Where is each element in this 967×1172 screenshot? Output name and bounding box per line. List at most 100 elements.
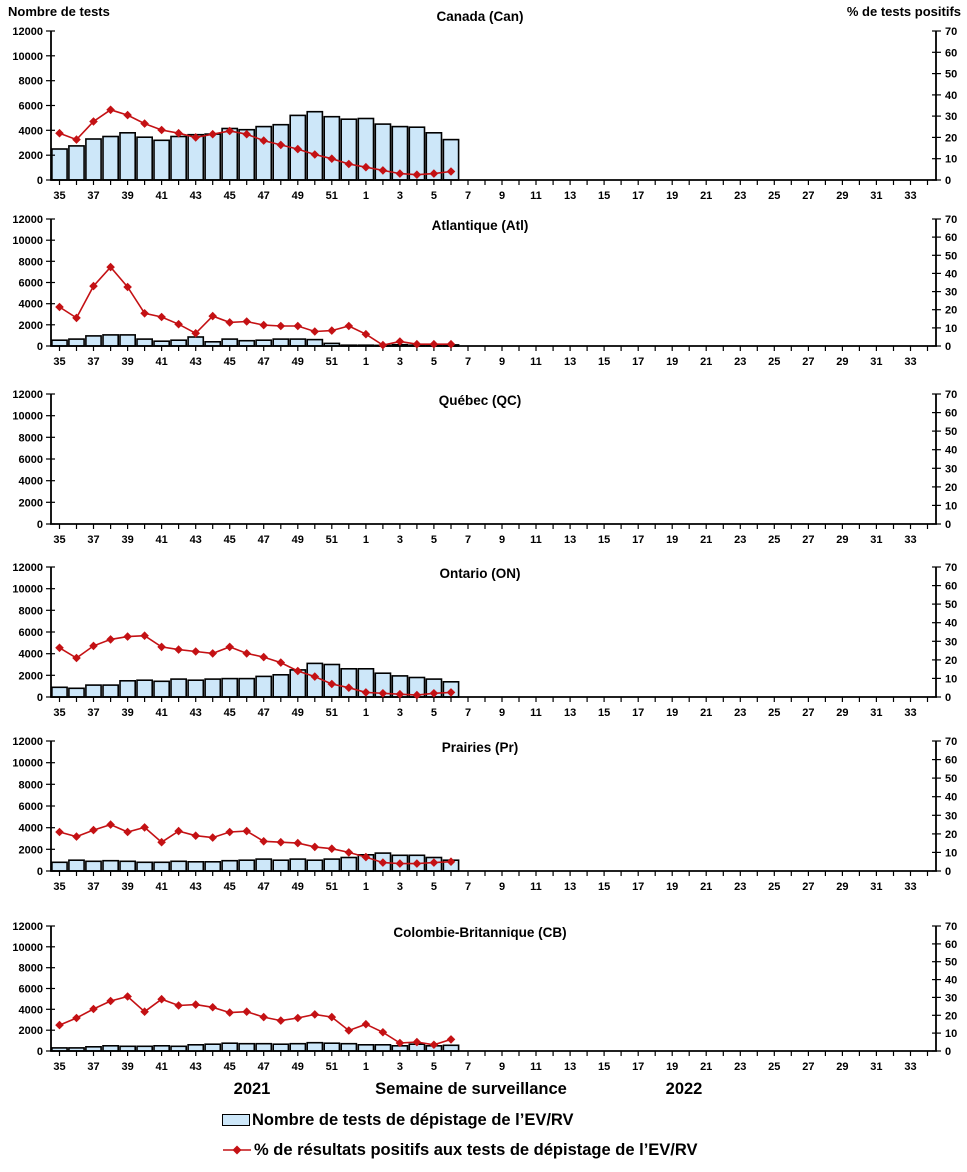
- svg-text:11: 11: [530, 707, 542, 719]
- svg-text:21: 21: [700, 190, 712, 202]
- svg-text:3: 3: [397, 356, 403, 368]
- svg-text:1: 1: [363, 1061, 369, 1072]
- svg-text:50: 50: [945, 250, 957, 262]
- svg-text:40: 40: [945, 975, 957, 987]
- svg-text:25: 25: [768, 190, 780, 202]
- svg-text:10: 10: [945, 154, 957, 166]
- svg-text:6000: 6000: [19, 278, 43, 290]
- svg-text:33: 33: [904, 881, 916, 893]
- svg-text:25: 25: [768, 881, 780, 893]
- legend-tests-label: Nombre de tests de dépistage de l’EV/RV: [252, 1110, 574, 1129]
- svg-text:31: 31: [870, 881, 882, 893]
- svg-text:Atlantique (Atl): Atlantique (Atl): [432, 218, 529, 233]
- legend-positivity-label: % de résultats positifs aux tests de dép…: [254, 1140, 698, 1159]
- svg-text:41: 41: [155, 881, 167, 893]
- svg-text:70: 70: [945, 389, 957, 401]
- svg-text:23: 23: [734, 1061, 746, 1072]
- svg-text:29: 29: [836, 881, 848, 893]
- svg-text:19: 19: [666, 707, 678, 719]
- svg-text:5: 5: [431, 356, 437, 368]
- svg-text:13: 13: [564, 356, 576, 368]
- svg-text:33: 33: [904, 707, 916, 719]
- svg-text:12000: 12000: [12, 921, 43, 933]
- svg-text:37: 37: [87, 534, 99, 546]
- svg-text:21: 21: [700, 356, 712, 368]
- svg-text:37: 37: [87, 190, 99, 202]
- svg-text:35: 35: [53, 190, 65, 202]
- svg-text:5: 5: [431, 1061, 437, 1072]
- svg-text:12000: 12000: [12, 214, 43, 226]
- svg-text:49: 49: [292, 881, 304, 893]
- svg-text:35: 35: [53, 356, 65, 368]
- svg-text:11: 11: [530, 534, 542, 546]
- svg-text:20: 20: [945, 829, 957, 841]
- svg-text:17: 17: [632, 881, 644, 893]
- svg-text:35: 35: [53, 1061, 65, 1072]
- year-label-2021: 2021: [233, 1080, 271, 1098]
- svg-text:30: 30: [945, 636, 957, 648]
- svg-text:1: 1: [363, 190, 369, 202]
- svg-text:10: 10: [945, 673, 957, 685]
- svg-text:7: 7: [465, 1061, 471, 1072]
- svg-text:3: 3: [397, 534, 403, 546]
- svg-text:27: 27: [802, 534, 814, 546]
- svg-text:20: 20: [945, 1010, 957, 1022]
- svg-text:4000: 4000: [19, 649, 43, 661]
- svg-text:27: 27: [802, 356, 814, 368]
- svg-text:49: 49: [292, 356, 304, 368]
- svg-text:2000: 2000: [19, 670, 43, 682]
- svg-text:2000: 2000: [19, 844, 43, 856]
- svg-text:43: 43: [190, 1061, 202, 1072]
- svg-text:19: 19: [666, 356, 678, 368]
- svg-text:8000: 8000: [19, 256, 43, 268]
- right-axis-title: % de tests positifs: [846, 4, 961, 19]
- svg-text:20: 20: [945, 482, 957, 494]
- svg-text:43: 43: [190, 707, 202, 719]
- svg-text:8000: 8000: [19, 76, 43, 88]
- panel-3: Ontario (ON) 0 2000 4000 6000 8000 10000 12000 0…: [12, 562, 957, 719]
- svg-text:0: 0: [945, 341, 951, 353]
- svg-text:15: 15: [598, 534, 610, 546]
- svg-text:17: 17: [632, 707, 644, 719]
- svg-text:40: 40: [945, 90, 957, 102]
- svg-text:0: 0: [945, 692, 951, 704]
- svg-text:25: 25: [768, 707, 780, 719]
- svg-text:37: 37: [87, 707, 99, 719]
- svg-text:0: 0: [37, 692, 43, 704]
- svg-text:37: 37: [87, 356, 99, 368]
- svg-text:27: 27: [802, 1061, 814, 1072]
- svg-text:50: 50: [945, 957, 957, 969]
- svg-text:49: 49: [292, 190, 304, 202]
- svg-text:20: 20: [945, 305, 957, 317]
- svg-text:0: 0: [37, 519, 43, 531]
- svg-text:7: 7: [465, 881, 471, 893]
- svg-text:19: 19: [666, 534, 678, 546]
- svg-text:4000: 4000: [19, 823, 43, 835]
- svg-text:49: 49: [292, 707, 304, 719]
- svg-text:10: 10: [945, 323, 957, 335]
- svg-text:40: 40: [945, 618, 957, 630]
- svg-text:1: 1: [363, 534, 369, 546]
- svg-text:9: 9: [499, 707, 505, 719]
- panel-1: Atlantique (Atl)020004000600080001000012…: [12, 214, 957, 368]
- svg-text:30: 30: [945, 287, 957, 299]
- svg-text:33: 33: [904, 534, 916, 546]
- svg-text:39: 39: [121, 1061, 133, 1072]
- svg-text:35: 35: [53, 534, 65, 546]
- svg-text:6000: 6000: [19, 801, 43, 813]
- svg-text:60: 60: [945, 47, 957, 59]
- svg-text:47: 47: [258, 707, 270, 719]
- svg-text:10000: 10000: [12, 584, 43, 596]
- svg-text:50: 50: [945, 773, 957, 785]
- svg-text:39: 39: [121, 190, 133, 202]
- svg-text:10: 10: [945, 847, 957, 859]
- svg-text:49: 49: [292, 534, 304, 546]
- svg-text:15: 15: [598, 881, 610, 893]
- svg-text:13: 13: [564, 707, 576, 719]
- svg-text:60: 60: [945, 408, 957, 420]
- svg-text:29: 29: [836, 356, 848, 368]
- svg-text:4000: 4000: [19, 476, 43, 488]
- panel-0: Canada (Can) 0 2000 4000 6000 8000 10000 12000 0…: [12, 9, 957, 202]
- svg-text:Canada (Can): Canada (Can): [436, 9, 523, 24]
- svg-text:30: 30: [945, 810, 957, 822]
